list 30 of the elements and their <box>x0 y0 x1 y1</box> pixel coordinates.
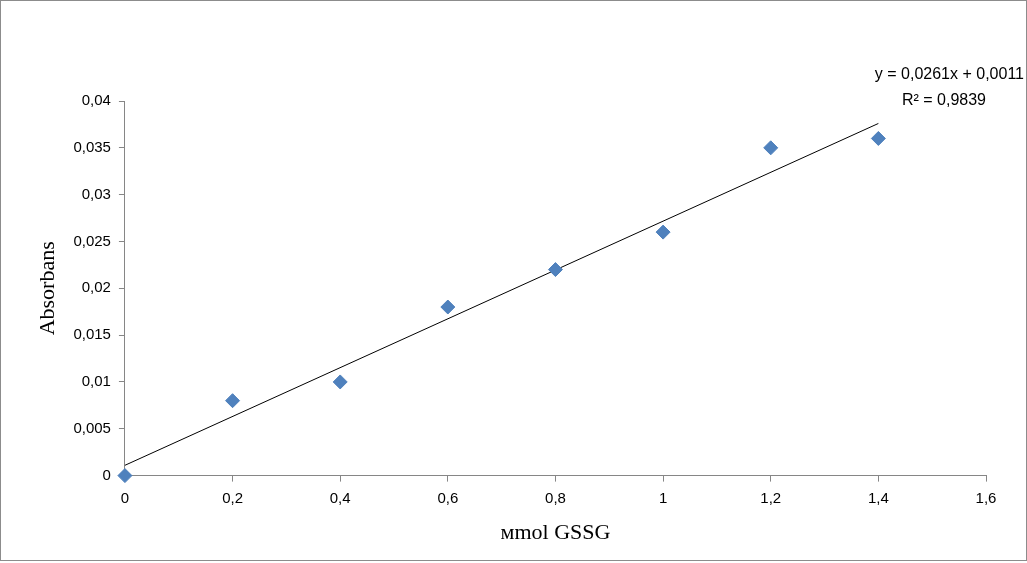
y-tick-label: 0,01 <box>81 372 111 390</box>
y-tick-label: 0,005 <box>73 418 111 436</box>
point <box>655 224 671 240</box>
x-tick-label: 0 <box>120 488 130 506</box>
point <box>440 299 456 315</box>
point <box>763 140 779 156</box>
x-tick-label: 0,8 <box>545 488 566 506</box>
x-tick-label: 1,4 <box>867 488 889 506</box>
annotation: R² = 0,9839 <box>901 91 987 109</box>
y-tick-label: 0,02 <box>81 278 111 296</box>
y-tick-label: 0,04 <box>81 91 111 109</box>
point <box>332 374 348 390</box>
point <box>870 130 886 146</box>
x-axis-title: мmol GSSG <box>500 518 611 544</box>
y-tick-label: 0,03 <box>81 184 111 202</box>
text: y = 0,0261x + 0,0011 <box>874 65 1025 83</box>
point <box>547 262 563 278</box>
y-tick-label: 0,015 <box>73 325 111 343</box>
x-tick-label: 1 <box>658 488 668 506</box>
point <box>225 393 241 409</box>
y-tick-label: 0 <box>102 465 111 483</box>
y-axis-title: Absorbans <box>33 241 59 336</box>
x-tick-label: 0,2 <box>222 488 243 506</box>
point <box>117 468 133 484</box>
x-tick-label: 1,2 <box>760 488 782 506</box>
x-tick-label: 1,6 <box>975 488 997 506</box>
y-tick-label: 0,025 <box>73 231 111 249</box>
x-tick-label: 0,6 <box>437 488 459 506</box>
y-tick-label: 0,035 <box>73 137 111 155</box>
x-tick-label: 0,4 <box>329 488 351 506</box>
